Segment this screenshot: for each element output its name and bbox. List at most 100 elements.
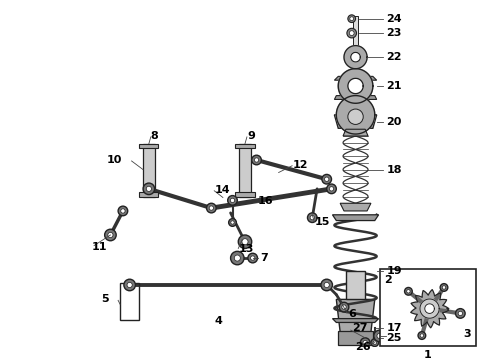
Circle shape bbox=[360, 338, 370, 347]
Circle shape bbox=[252, 155, 261, 165]
Text: 1: 1 bbox=[424, 350, 432, 360]
Circle shape bbox=[143, 183, 155, 195]
Circle shape bbox=[420, 334, 424, 337]
Circle shape bbox=[339, 302, 349, 312]
Circle shape bbox=[350, 17, 354, 21]
Circle shape bbox=[321, 279, 333, 291]
Circle shape bbox=[348, 109, 363, 125]
Bar bbox=[239, 144, 251, 197]
Text: 4: 4 bbox=[214, 316, 222, 327]
Text: 17: 17 bbox=[386, 323, 402, 333]
Bar bbox=[143, 144, 155, 197]
Polygon shape bbox=[334, 115, 377, 128]
Polygon shape bbox=[334, 76, 377, 80]
Text: 12: 12 bbox=[293, 160, 309, 170]
Bar bbox=[235, 144, 255, 148]
Circle shape bbox=[405, 288, 412, 295]
Text: 7: 7 bbox=[260, 253, 268, 263]
Bar bbox=[120, 283, 139, 320]
Circle shape bbox=[349, 31, 354, 36]
Text: 10: 10 bbox=[107, 155, 122, 165]
Text: 27: 27 bbox=[352, 323, 367, 333]
Circle shape bbox=[250, 256, 255, 260]
Circle shape bbox=[121, 209, 125, 213]
Text: 18: 18 bbox=[386, 165, 402, 175]
Circle shape bbox=[373, 341, 376, 345]
Polygon shape bbox=[334, 96, 377, 99]
Bar bbox=[338, 331, 373, 345]
Bar bbox=[342, 323, 369, 332]
Bar bbox=[139, 144, 158, 148]
Circle shape bbox=[229, 219, 236, 226]
Text: 6: 6 bbox=[348, 309, 356, 319]
Circle shape bbox=[105, 229, 116, 241]
Polygon shape bbox=[333, 319, 379, 323]
Circle shape bbox=[456, 309, 465, 318]
Polygon shape bbox=[420, 299, 439, 318]
Circle shape bbox=[209, 206, 214, 210]
Circle shape bbox=[324, 177, 329, 181]
Circle shape bbox=[371, 339, 379, 346]
Polygon shape bbox=[333, 215, 379, 221]
Bar bbox=[380, 269, 476, 346]
Text: 26: 26 bbox=[356, 342, 371, 352]
Text: 24: 24 bbox=[386, 14, 402, 24]
Circle shape bbox=[347, 28, 357, 38]
Text: 9: 9 bbox=[247, 131, 255, 141]
Circle shape bbox=[108, 233, 113, 238]
Circle shape bbox=[342, 305, 346, 309]
Text: 23: 23 bbox=[386, 28, 402, 38]
Text: 15: 15 bbox=[315, 217, 331, 228]
Text: 20: 20 bbox=[386, 117, 402, 127]
Text: 19: 19 bbox=[386, 266, 402, 275]
Polygon shape bbox=[425, 304, 434, 314]
Bar bbox=[346, 271, 365, 300]
Circle shape bbox=[374, 330, 385, 342]
Bar bbox=[353, 16, 358, 129]
Circle shape bbox=[442, 286, 446, 289]
Text: 22: 22 bbox=[386, 52, 402, 62]
Polygon shape bbox=[344, 46, 367, 69]
Polygon shape bbox=[338, 69, 373, 103]
Circle shape bbox=[231, 251, 244, 265]
Bar bbox=[235, 192, 255, 197]
Circle shape bbox=[418, 332, 426, 339]
Circle shape bbox=[363, 341, 368, 345]
Polygon shape bbox=[343, 129, 368, 136]
Circle shape bbox=[231, 221, 234, 224]
Text: 16: 16 bbox=[258, 196, 273, 206]
Text: 14: 14 bbox=[214, 185, 230, 195]
Circle shape bbox=[329, 187, 334, 191]
Circle shape bbox=[377, 333, 382, 338]
Circle shape bbox=[238, 235, 252, 248]
Text: 13: 13 bbox=[238, 244, 254, 255]
Circle shape bbox=[234, 255, 240, 261]
Text: 8: 8 bbox=[151, 131, 159, 141]
Bar bbox=[139, 192, 158, 197]
Text: 2: 2 bbox=[384, 275, 392, 285]
Circle shape bbox=[407, 289, 410, 293]
Polygon shape bbox=[411, 289, 449, 328]
Circle shape bbox=[207, 203, 216, 213]
Circle shape bbox=[242, 239, 248, 245]
Text: 5: 5 bbox=[101, 294, 108, 305]
Circle shape bbox=[327, 184, 336, 194]
Circle shape bbox=[228, 195, 237, 205]
Polygon shape bbox=[340, 203, 371, 211]
Circle shape bbox=[310, 216, 315, 220]
Circle shape bbox=[440, 284, 448, 291]
Polygon shape bbox=[351, 52, 360, 62]
Circle shape bbox=[324, 282, 329, 288]
Circle shape bbox=[322, 175, 332, 184]
Circle shape bbox=[308, 213, 317, 222]
Circle shape bbox=[124, 279, 135, 291]
Polygon shape bbox=[336, 96, 375, 134]
Circle shape bbox=[147, 186, 151, 192]
Circle shape bbox=[127, 282, 132, 288]
Circle shape bbox=[458, 311, 463, 316]
Circle shape bbox=[248, 253, 258, 263]
Circle shape bbox=[118, 206, 128, 216]
Polygon shape bbox=[348, 78, 363, 94]
Circle shape bbox=[254, 158, 259, 162]
Circle shape bbox=[230, 198, 235, 203]
